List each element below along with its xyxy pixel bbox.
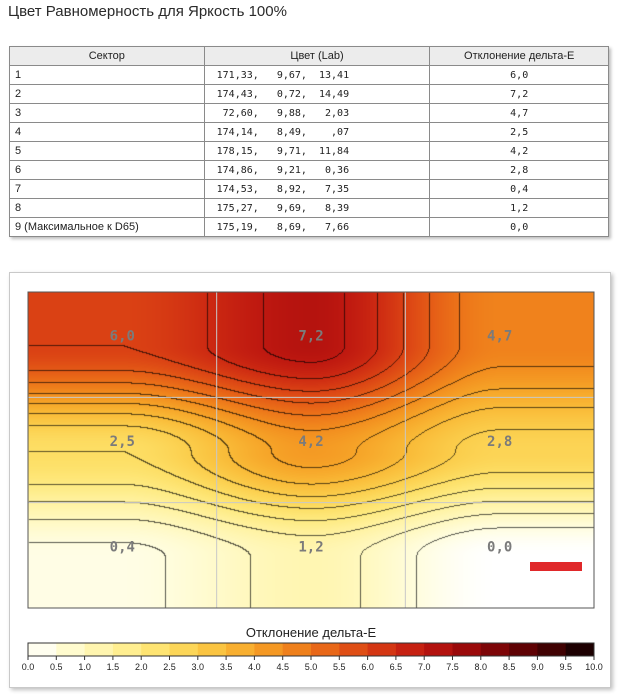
colorbar-tick-label: 2.0 <box>135 662 148 672</box>
colorbar-swatch <box>254 643 284 656</box>
colorbar-swatch <box>197 643 227 656</box>
heatmap-surface <box>28 292 594 608</box>
sector-value-label: 4,7 <box>487 329 512 345</box>
colorbar-swatch <box>565 643 595 656</box>
reference-marker <box>530 562 582 571</box>
colorbar-tick-label: 0.5 <box>50 662 63 672</box>
delta-e-cell: 7,2 <box>429 84 609 104</box>
colorbar-tick-label: 8.0 <box>475 662 488 672</box>
delta-e-cell: 6,0 <box>429 65 609 85</box>
colorbar-swatch <box>367 643 397 656</box>
delta-e-cell: 0,4 <box>429 179 609 199</box>
lab-cell: 174,86, 9,21, 0,36 <box>203 160 431 180</box>
delta-e-cell: 2,5 <box>429 122 609 142</box>
column-header-delta-e: Отклонение дельта-E <box>429 46 609 66</box>
column-header-sector: Сектор <box>9 46 205 66</box>
sector-cell: 8 <box>9 198 205 218</box>
delta-e-cell: 4,2 <box>429 141 609 161</box>
colorbar-tick-label: 6.5 <box>390 662 403 672</box>
colorbar-swatch <box>509 643 538 656</box>
colorbar-tick-label: 4.0 <box>248 662 261 672</box>
delta-e-cell: 1,2 <box>429 198 609 218</box>
sector-cell: 5 <box>9 141 205 161</box>
lab-cell: 174,53, 8,92, 7,35 <box>203 179 431 199</box>
colorbar-tick-label: 0.0 <box>22 662 35 672</box>
sector-value-label: 4,2 <box>298 434 323 450</box>
colorbar-tick-label: 2.5 <box>163 662 176 672</box>
sector-cell: 3 <box>9 103 205 123</box>
sector-cell: 9 (Максимальное к D65) <box>9 217 205 237</box>
colorbar-swatch <box>112 643 142 656</box>
sector-cell: 6 <box>9 160 205 180</box>
lab-cell: 72,60, 9,88, 2,03 <box>203 103 431 123</box>
sector-value-label: 6,0 <box>110 329 135 345</box>
colorbar-swatch <box>452 643 482 656</box>
table-row: 1 171,33, 9,67, 13,41 6,0 <box>9 65 609 85</box>
colorbar-tick-label: 10.0 <box>585 662 603 672</box>
sector-value-label: 0,4 <box>110 539 135 555</box>
colorbar-tick-label: 7.5 <box>446 662 459 672</box>
lab-cell: 178,15, 9,71, 11,84 <box>203 141 431 161</box>
colorbar-swatch <box>424 643 453 656</box>
colorbar-title: Отклонение дельта-E <box>246 625 377 640</box>
colorbar-swatch <box>480 643 510 656</box>
table-row: 8 175,27, 9,69, 8,39 1,2 <box>9 198 609 218</box>
colorbar-swatch <box>311 643 340 656</box>
colorbar-tick-label: 8.5 <box>503 662 516 672</box>
uniformity-heatmap: 6,0 7,2 4,7 2,5 4,2 2,8 0,4 1,2 0,0 Отклонение де… <box>22 291 603 672</box>
sector-value-label: 2,8 <box>487 434 512 450</box>
colorbar-tick-label: 3.0 <box>192 662 205 672</box>
table-row: 3 72,60, 9,88, 2,03 4,7 <box>9 103 609 123</box>
sector-cell: 2 <box>9 84 205 104</box>
colorbar-tick-label: 7.0 <box>418 662 431 672</box>
colorbar-swatch <box>537 643 567 656</box>
colorbar-swatch <box>56 643 86 656</box>
sector-cell: 1 <box>9 65 205 85</box>
delta-e-cell: 4,7 <box>429 103 609 123</box>
colorbar-swatch <box>339 643 369 656</box>
colorbar-tick-label: 4.5 <box>276 662 289 672</box>
delta-e-cell: 2,8 <box>429 160 609 180</box>
table-row: 7 174,53, 8,92, 7,35 0,4 <box>9 179 609 199</box>
colorbar-tick-label: 1.0 <box>78 662 91 672</box>
colorbar-tick-label: 6.0 <box>361 662 374 672</box>
colorbar-tick-label: 5.5 <box>333 662 346 672</box>
sector-cell: 7 <box>9 179 205 199</box>
sector-value-label: 0,0 <box>487 539 512 555</box>
lab-cell: 175,19, 8,69, 7,66 <box>203 217 431 237</box>
sector-value-label: 2,5 <box>110 434 135 450</box>
column-header-lab: Цвет (Lab) <box>203 46 431 66</box>
colorbar-tick-label: 9.5 <box>559 662 572 672</box>
plot-border <box>27 291 595 609</box>
colorbar-swatch <box>282 643 312 656</box>
colorbar-tick-label: 3.5 <box>220 662 233 672</box>
lab-cell: 171,33, 9,67, 13,41 <box>203 65 431 85</box>
table-header-row: Сектор Цвет (Lab) Отклонение дельта-E <box>9 46 609 66</box>
delta-e-cell: 0,0 <box>429 217 609 237</box>
colorbar-tick-label: 5.0 <box>305 662 318 672</box>
colorbar-swatch <box>169 643 199 656</box>
sector-value-label: 1,2 <box>298 539 323 555</box>
lab-cell: 174,14, 8,49, ,07 <box>203 122 431 142</box>
colorbar-swatch <box>395 643 425 656</box>
sector-value-label: 7,2 <box>298 329 323 345</box>
colorbar-tick-label: 9.0 <box>531 662 544 672</box>
table-row: 9 (Максимальное к D65) 175,19, 8,69, 7,66… <box>9 217 609 237</box>
lab-cell: 174,43, 0,72, 14,49 <box>203 84 431 104</box>
colorbar-swatch <box>84 643 114 656</box>
colorbar-tick-label: 1.5 <box>107 662 120 672</box>
colorbar-swatch <box>141 643 170 656</box>
colorbar-swatch <box>226 643 255 656</box>
uniformity-chart-panel: 6,0 7,2 4,7 2,5 4,2 2,8 0,4 1,2 0,0 Отклонение де… <box>9 272 611 688</box>
table-row: 2 174,43, 0,72, 14,49 7,2 <box>9 84 609 104</box>
page-title: Цвет Равномерность для Яркость 100% <box>8 3 287 20</box>
colorbar-swatch <box>28 643 57 656</box>
lab-cell: 175,27, 9,69, 8,39 <box>203 198 431 218</box>
table-row: 4 174,14, 8,49, ,07 2,5 <box>9 122 609 142</box>
sector-cell: 4 <box>9 122 205 142</box>
table-row: 6 174,86, 9,21, 0,36 2,8 <box>9 160 609 180</box>
table-row: 5 178,15, 9,71, 11,84 4,2 <box>9 141 609 161</box>
